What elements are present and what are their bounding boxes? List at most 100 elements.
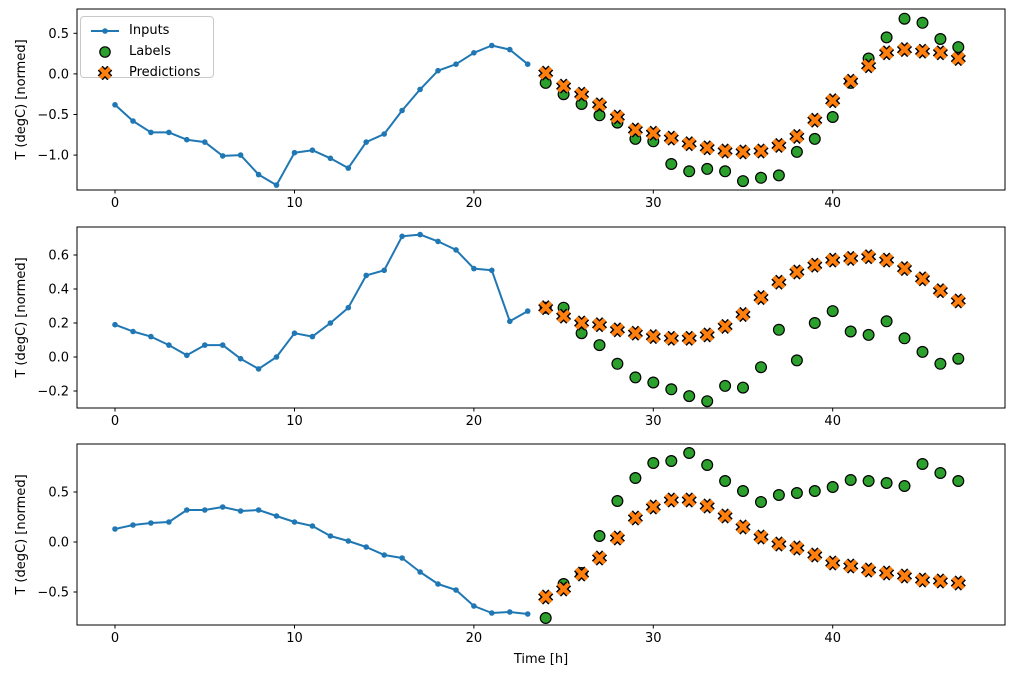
inputs-point — [130, 328, 136, 335]
prediction-point — [664, 131, 678, 145]
prediction-point — [897, 262, 912, 276]
prediction-point — [754, 290, 768, 305]
prediction-point — [915, 44, 930, 58]
inputs-point — [202, 342, 208, 348]
plot-series — [112, 12, 966, 188]
prediction-point — [700, 141, 714, 155]
inputs-point — [219, 342, 226, 348]
prediction-point — [915, 573, 930, 587]
prediction-point — [772, 138, 786, 152]
label-point — [736, 485, 749, 498]
y-tick-label: 0.5 — [48, 27, 69, 42]
x-tick-label: 10 — [286, 631, 303, 646]
x-tick-label: 40 — [824, 414, 841, 429]
inputs-point — [345, 165, 352, 171]
label-point — [808, 485, 821, 498]
prediction-point — [557, 79, 571, 93]
legend-label-inputs: Inputs — [129, 23, 170, 38]
label-point — [898, 12, 911, 25]
prediction-point — [951, 294, 965, 308]
y-axis-label: T (degC) [normed] — [14, 257, 29, 378]
legend: Inputs Labels Predictions — [80, 16, 215, 80]
prediction-point — [808, 258, 822, 272]
label-point — [916, 458, 929, 471]
inputs-point — [112, 102, 118, 108]
prediction-point — [808, 113, 822, 127]
inputs-point — [273, 182, 280, 188]
x-tick-label: 40 — [824, 196, 841, 211]
subplot-2: 0 10 20 30 40 0.6 0.4 0.2 0.0 −0.2 T (degC) [norme… — [14, 226, 1006, 429]
inputs-point — [471, 50, 477, 56]
x-tick-label: 10 — [286, 414, 303, 429]
inputs-point — [255, 507, 262, 513]
inputs-point — [327, 320, 334, 326]
prediction-point — [682, 331, 696, 345]
prediction-point — [862, 250, 876, 264]
inputs-point — [184, 136, 190, 143]
label-point — [539, 611, 552, 624]
y-tick-label: −0.5 — [37, 586, 69, 601]
y-tick-label: 0.4 — [48, 283, 69, 298]
x-tick-label: 0 — [111, 414, 119, 429]
inputs-point — [453, 61, 459, 67]
label-point — [683, 447, 696, 460]
inputs-point — [524, 611, 531, 617]
prediction-point — [754, 144, 768, 158]
label-point — [772, 489, 785, 502]
subplot-1: 0 10 20 30 40 0.5 0.0 −0.5 −1.0 T (degC) [normed] — [14, 8, 1006, 211]
prediction-point — [736, 307, 750, 322]
label-point — [790, 145, 803, 158]
prediction-point — [628, 123, 642, 137]
inputs-point — [399, 107, 405, 114]
inputs-point — [363, 139, 370, 145]
prediction-point — [575, 316, 589, 330]
inputs-point — [435, 67, 441, 74]
label-point — [719, 165, 732, 178]
inputs-point — [148, 520, 154, 526]
plot-series — [112, 231, 966, 408]
inputs-point — [291, 330, 298, 337]
label-point — [647, 457, 660, 470]
inputs-point — [489, 610, 495, 616]
y-tick-label: 0.0 — [48, 67, 69, 82]
prediction-point — [628, 326, 642, 340]
prediction-point — [610, 323, 624, 337]
line-dot-icon — [90, 24, 120, 38]
prediction-point — [951, 51, 965, 66]
inputs-line — [114, 233, 529, 370]
axes-frame — [76, 226, 1006, 409]
x-axis-label: Time [h] — [513, 652, 568, 667]
prediction-point — [826, 94, 840, 108]
prediction-point — [844, 251, 858, 265]
inputs-point — [345, 538, 352, 544]
prediction-point — [575, 87, 589, 101]
inputs-point — [507, 609, 513, 615]
prediction-point — [790, 129, 804, 143]
prediction-point — [718, 144, 732, 158]
y-axis-label: T (degC) [normed] — [14, 39, 29, 160]
prediction-point — [592, 318, 607, 332]
prediction-point — [826, 556, 840, 570]
inputs-point — [166, 129, 172, 136]
prediction-point — [610, 531, 624, 545]
prediction-point — [736, 145, 750, 159]
inputs-point — [309, 147, 316, 153]
prediction-point — [736, 520, 750, 534]
prediction-point — [862, 563, 876, 577]
inputs-point — [255, 171, 262, 178]
prediction-point — [915, 272, 930, 286]
label-point — [826, 305, 839, 318]
inputs-point — [417, 569, 423, 575]
label-point — [772, 323, 785, 336]
y-tick-label: 0.5 — [48, 486, 69, 501]
inputs-point — [255, 366, 262, 372]
inputs-point — [112, 526, 118, 532]
prediction-point — [844, 559, 858, 573]
prediction-point — [592, 551, 607, 565]
inputs-point — [184, 352, 190, 359]
prediction-point — [844, 74, 858, 88]
prediction-point — [933, 574, 947, 588]
label-point — [844, 325, 857, 338]
prediction-point — [933, 46, 947, 60]
